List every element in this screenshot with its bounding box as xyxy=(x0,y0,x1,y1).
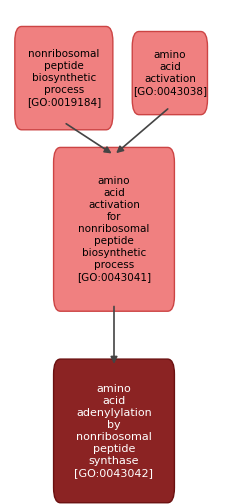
Text: amino
acid
adenylylation
by
nonribosomal
peptide
synthase
[GO:0043042]: amino acid adenylylation by nonribosomal… xyxy=(74,384,153,478)
FancyBboxPatch shape xyxy=(53,148,174,311)
Text: amino
acid
activation
[GO:0043038]: amino acid activation [GO:0043038] xyxy=(132,50,206,96)
FancyBboxPatch shape xyxy=(132,31,207,115)
FancyBboxPatch shape xyxy=(53,359,174,503)
Text: amino
acid
activation
for
nonribosomal
peptide
biosynthetic
process
[GO:0043041]: amino acid activation for nonribosomal p… xyxy=(76,176,151,282)
FancyBboxPatch shape xyxy=(15,27,112,130)
Text: nonribosomal
peptide
biosynthetic
process
[GO:0019184]: nonribosomal peptide biosynthetic proces… xyxy=(27,49,101,107)
